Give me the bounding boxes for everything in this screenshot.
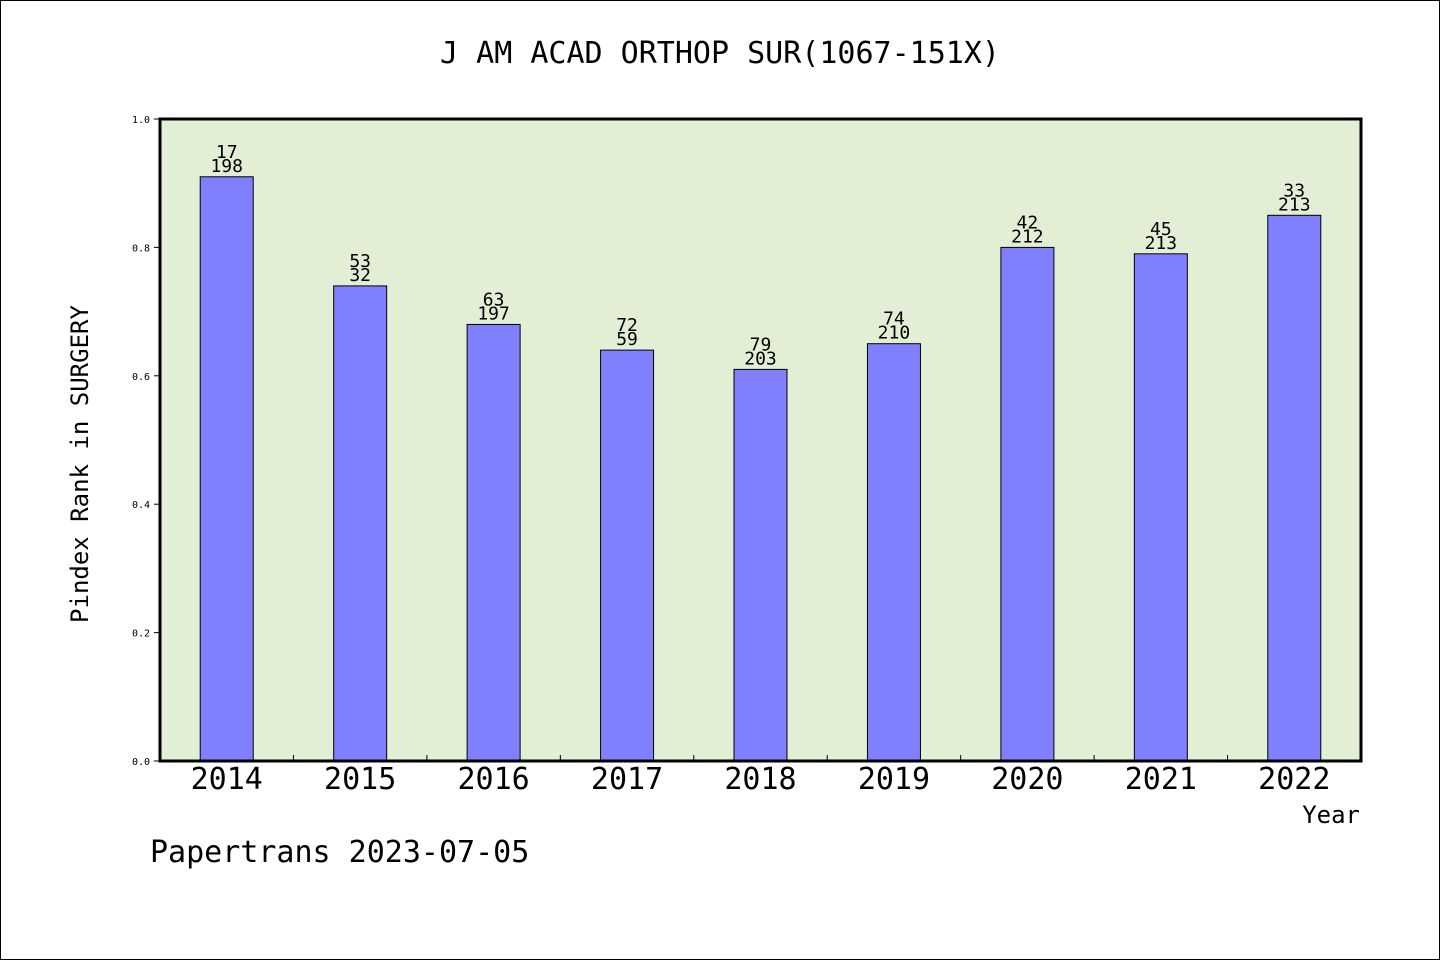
bar-label-bottom-2019: 210 (878, 323, 911, 344)
bar-2018 (733, 368, 788, 762)
x-tick-label-2015: 2015 (324, 762, 396, 797)
x-tick-label-2017: 2017 (591, 762, 663, 797)
bar-label-bottom-2022: 213 (1278, 194, 1311, 215)
x-axis-label: Year (1302, 801, 1360, 829)
ticks-layer: 2014 2015 2016 2017 2018 2019 2020 2021 2022 0.0 0… (132, 115, 1330, 797)
chart-title: J AM ACAD ORTHOP SUR(1067-151X) (440, 36, 1000, 71)
bar-label-bottom-2021: 213 (1145, 233, 1178, 254)
bar-label-top-2018: 79 (750, 334, 772, 355)
x-tick-label-2018: 2018 (724, 762, 796, 797)
bar-label-top-2020: 42 (1017, 212, 1039, 233)
bar-2020 (1000, 246, 1055, 762)
x-tick-label-2014: 2014 (191, 762, 263, 797)
bar-label-bottom-2014: 198 (210, 156, 243, 177)
x-tick-label-2021: 2021 (1125, 762, 1197, 797)
y-tick-label: 0.0 (132, 757, 150, 768)
x-tick-label-2022: 2022 (1258, 762, 1330, 797)
bar-2019 (866, 343, 921, 762)
bar-label-top-2014: 17 (216, 142, 238, 163)
footer-credit: Papertrans 2023-07-05 (150, 835, 530, 870)
bar-label-top-2016: 63 (483, 289, 505, 310)
bar-label-bottom-2020: 212 (1011, 226, 1044, 247)
bar-2017 (600, 349, 655, 762)
x-tick-label-2020: 2020 (991, 762, 1063, 797)
y-tick-label: 0.2 (132, 629, 150, 640)
x-tick-label-2016: 2016 (457, 762, 529, 797)
bar-label-top-2017: 72 (616, 315, 638, 336)
plot-border (158, 117, 1363, 763)
bar-2016 (466, 323, 521, 762)
bar-2015 (333, 285, 388, 762)
bar-label-bottom-2016: 197 (477, 303, 510, 324)
y-tick-label: 0.6 (132, 372, 150, 383)
bar-2022 (1267, 214, 1322, 762)
bar-label-bottom-2015: 32 (349, 265, 371, 286)
bar-label-top-2019: 74 (883, 309, 905, 330)
bar-label-top-2021: 45 (1150, 219, 1172, 240)
x-tick-label-2019: 2019 (858, 762, 930, 797)
bar-label-bottom-2018: 203 (744, 348, 777, 369)
y-tick-label: 0.4 (132, 500, 150, 511)
bar-label-bottom-2017: 59 (616, 329, 638, 350)
y-tick-label: 1.0 (132, 115, 150, 126)
bar-label-top-2022: 33 (1283, 180, 1305, 201)
y-tick-label: 0.8 (132, 243, 150, 254)
bar-2014 (199, 176, 254, 762)
bar-label-top-2015: 53 (349, 251, 371, 272)
bar-2021 (1133, 253, 1188, 762)
